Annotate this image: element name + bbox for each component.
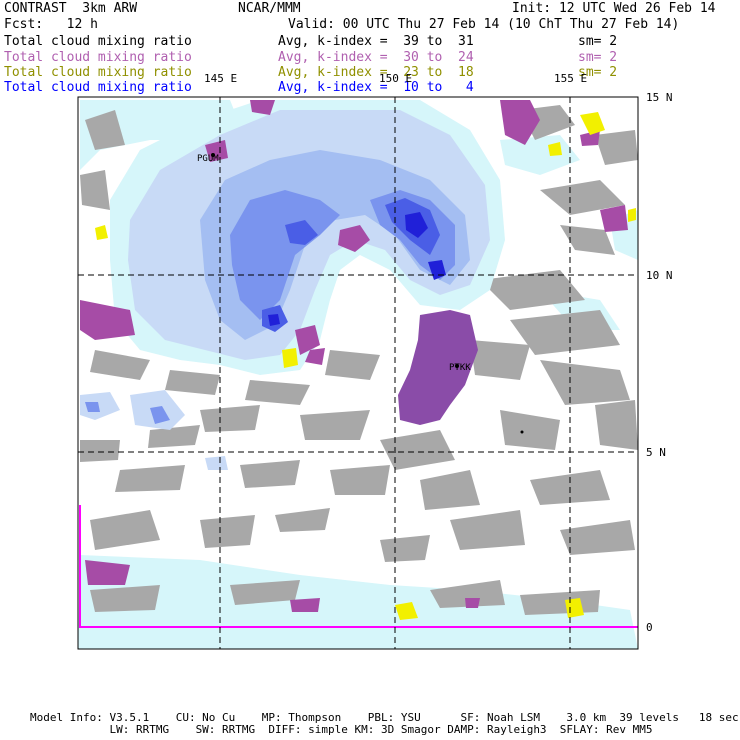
lat-label-5n: 5 N bbox=[646, 446, 666, 459]
legend-stat-1: Avg, k-index = 39 to 31 bbox=[278, 34, 474, 49]
valid-time: Valid: 00 UTC Thu 27 Feb 14 (10 ChT Thu … bbox=[288, 17, 680, 32]
purple-cloud-band bbox=[398, 310, 478, 425]
lon-label-155e: 155 E bbox=[554, 72, 587, 85]
legend-stat-4: Avg, k-index = 10 to 4 bbox=[278, 80, 474, 95]
legend-label-3: Total cloud mixing ratio bbox=[4, 65, 192, 80]
model-info-line2: LW: RRTMG SW: RRTMG DIFF: simple KM: 3D … bbox=[30, 723, 653, 736]
legend-label-2: Total cloud mixing ratio bbox=[4, 50, 192, 65]
station-marker-ptkk bbox=[455, 364, 459, 368]
station-label-ptkk: PTKK bbox=[449, 363, 471, 373]
legend-label-1: Total cloud mixing ratio bbox=[4, 34, 192, 49]
lat-label-10n: 10 N bbox=[646, 269, 673, 282]
blue-cloud-layer bbox=[80, 100, 505, 470]
magenta-cloud-layer bbox=[80, 100, 628, 612]
legend-sm-2: sm= 2 bbox=[578, 50, 618, 65]
model-title: CONTRAST 3km ARW bbox=[4, 1, 138, 16]
model-info-line1: Model Info: V3.5.1 CU: No Cu MP: Thompso… bbox=[30, 711, 739, 724]
lon-label-150e: 150 E bbox=[379, 72, 412, 85]
lat-label-15n: 15 N bbox=[646, 91, 673, 104]
domain-boundary-line bbox=[79, 505, 638, 628]
lon-label-145e: 145 E bbox=[204, 72, 237, 85]
organization-label: NCAR/MMM bbox=[238, 1, 301, 16]
gray-cloud-layer bbox=[80, 105, 638, 615]
station-marker-small bbox=[520, 430, 524, 434]
station-label-pgum: PGUM bbox=[197, 154, 219, 164]
legend-sm-1: sm= 2 bbox=[578, 34, 618, 49]
init-time: Init: 12 UTC Wed 26 Feb 14 bbox=[512, 1, 716, 16]
station-marker-pgum bbox=[211, 153, 215, 157]
lat-label-0: 0 bbox=[646, 621, 653, 634]
legend-label-4: Total cloud mixing ratio bbox=[4, 80, 192, 95]
forecast-hour: Fcst: 12 h bbox=[4, 17, 98, 32]
legend-stat-2: Avg, k-index = 30 to 24 bbox=[278, 50, 474, 65]
legend-stat-3: Avg, k-index = 23 to 18 bbox=[278, 65, 474, 80]
map-frame bbox=[77, 96, 639, 650]
legend-sm-3: sm= 2 bbox=[578, 65, 618, 80]
